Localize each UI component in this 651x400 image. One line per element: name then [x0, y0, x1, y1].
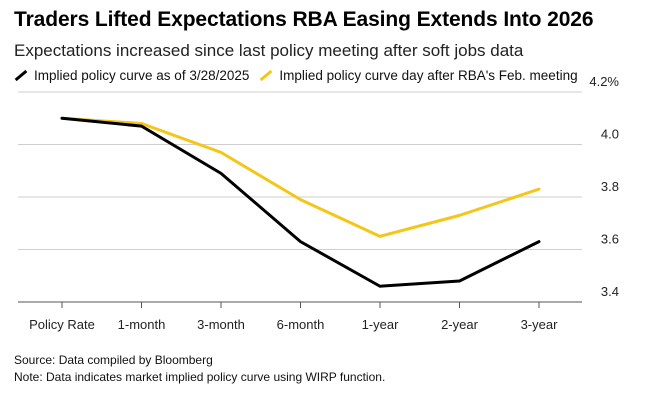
y-tick-label: 4.0 [601, 127, 619, 142]
legend-item-black: Implied policy curve as of 3/28/2025 [14, 68, 249, 83]
chart-title: Traders Lifted Expectations RBA Easing E… [14, 8, 594, 31]
legend-item-yellow: Implied policy curve day after RBA's Feb… [259, 68, 578, 83]
legend-label-yellow: Implied policy curve day after RBA's Feb… [279, 68, 578, 83]
y-tick-label: 3.8 [601, 179, 619, 194]
source-note: Source: Data compiled by Bloomberg [14, 353, 213, 367]
x-tick-label: 6-month [277, 317, 325, 332]
x-tick-label: 1-year [362, 317, 400, 332]
y-tick-label: 4.2% [589, 74, 619, 89]
legend-label-black: Implied policy curve as of 3/28/2025 [34, 68, 250, 83]
legend: Implied policy curve as of 3/28/2025 Imp… [14, 68, 578, 83]
footnote: Note: Data indicates market implied poli… [14, 370, 386, 384]
x-tick-label: 1-month [118, 317, 166, 332]
y-tick-label: 3.6 [601, 232, 619, 247]
x-tick-label: 3-year [521, 317, 559, 332]
x-tick-label: 2-year [441, 317, 479, 332]
series-line-black [60, 116, 541, 288]
y-tick-label: 3.4 [601, 284, 619, 299]
x-tick-label: Policy Rate [29, 317, 95, 332]
chart-subtitle: Expectations increased since last policy… [14, 41, 524, 60]
series-line-yellow [60, 116, 541, 238]
x-tick-label: 3-month [197, 317, 245, 332]
